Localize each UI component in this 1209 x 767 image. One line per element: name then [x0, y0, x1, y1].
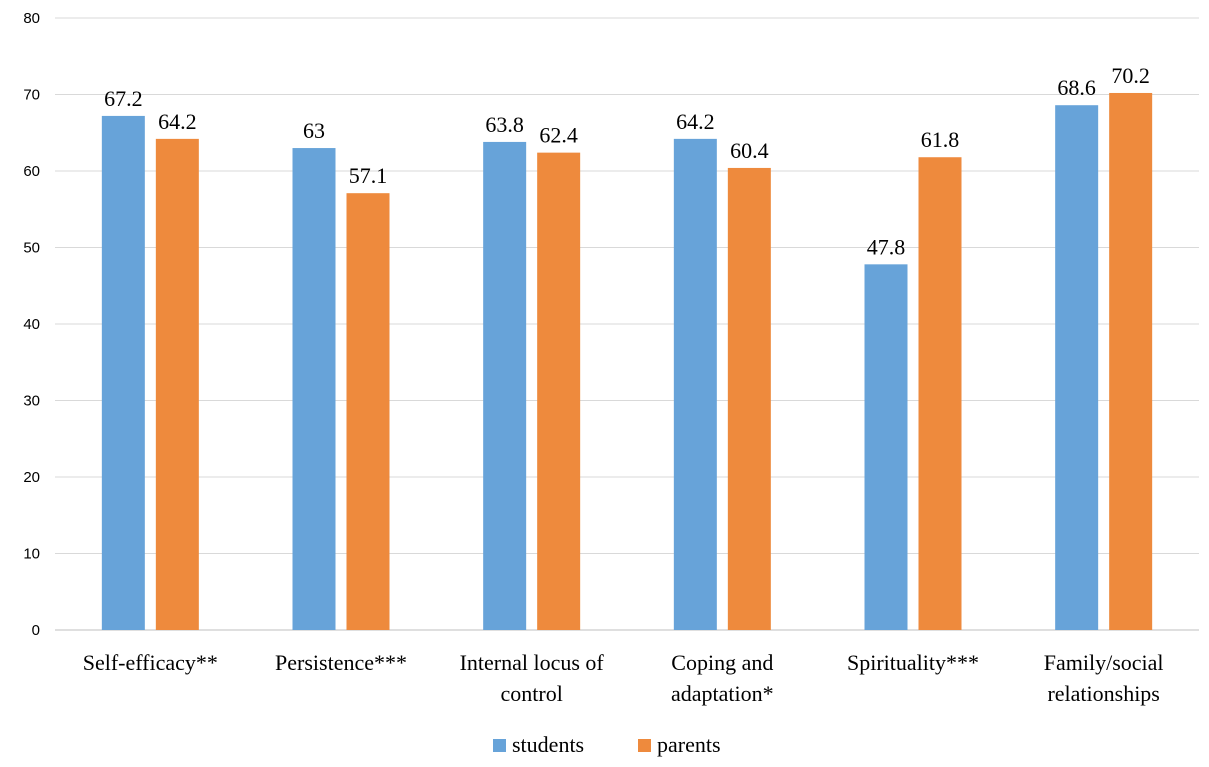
bar-students	[101, 115, 145, 631]
data-label: 68.6	[1057, 75, 1096, 100]
bar-parents	[1109, 92, 1153, 631]
category-label: relationships	[1047, 681, 1159, 706]
bar-parents	[155, 138, 199, 630]
y-tick-label: 20	[23, 469, 40, 486]
y-tick-label: 50	[23, 240, 40, 257]
legend-label-parents: parents	[657, 732, 721, 757]
data-label: 67.2	[104, 86, 143, 111]
bar-parents	[727, 167, 771, 630]
bar-students	[1055, 105, 1099, 630]
bar-parents	[537, 152, 581, 630]
y-tick-label: 10	[23, 546, 40, 563]
bar-students	[483, 141, 527, 630]
bar-parents	[918, 157, 962, 631]
bar-students	[673, 138, 717, 630]
bar-students	[864, 264, 908, 630]
category-label: adaptation*	[671, 681, 774, 706]
data-label: 64.2	[158, 109, 197, 134]
y-tick-label: 70	[23, 87, 40, 104]
category-label: Internal locus of	[460, 650, 605, 675]
bar-students	[292, 148, 336, 631]
category-label: Persistence***	[275, 650, 407, 675]
data-label: 62.4	[539, 123, 578, 148]
legend-swatch-students	[493, 739, 506, 752]
legend-label-students: students	[512, 732, 584, 757]
data-label: 60.4	[730, 138, 769, 163]
data-label: 63	[303, 118, 325, 143]
category-label: Coping and	[671, 650, 773, 675]
category-label: Self-efficacy**	[83, 650, 218, 675]
data-label: 61.8	[921, 127, 960, 152]
data-label: 57.1	[349, 163, 388, 188]
y-tick-label: 60	[23, 163, 40, 180]
data-label: 70.2	[1111, 63, 1150, 88]
data-label: 47.8	[867, 234, 906, 259]
legend-swatch-parents	[638, 739, 651, 752]
y-tick-label: 30	[23, 393, 40, 410]
y-tick-label: 80	[23, 10, 40, 27]
y-tick-label: 40	[23, 316, 40, 333]
data-label: 64.2	[676, 109, 715, 134]
category-label: Family/social	[1044, 650, 1164, 675]
category-label: Spirituality***	[847, 650, 979, 675]
category-label: control	[501, 681, 563, 706]
data-label: 63.8	[485, 112, 524, 137]
bar-parents	[346, 193, 390, 630]
y-tick-label: 0	[32, 622, 40, 639]
